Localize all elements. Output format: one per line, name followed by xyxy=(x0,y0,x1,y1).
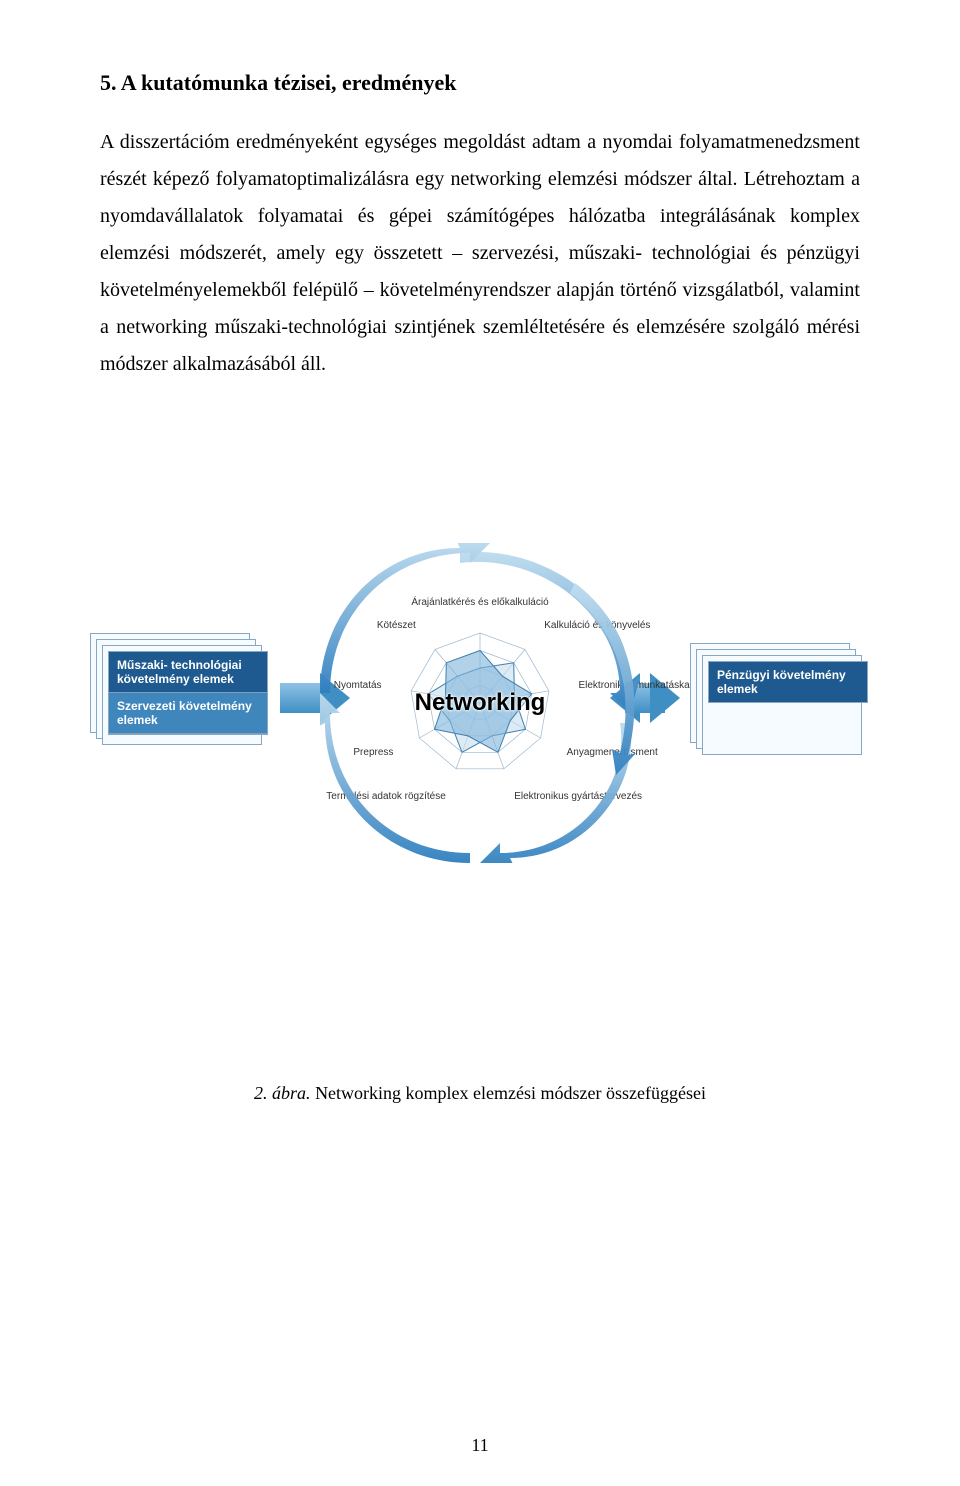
left-card: Műszaki- technológiai követelmény elemek… xyxy=(108,651,268,735)
right-card: Pénzügyi követelmény elemek xyxy=(708,661,868,703)
figure-caption: 2. ábra. Networking komplex elemzési mód… xyxy=(100,1083,860,1104)
figure-caption-text: Networking komplex elemzési módszer össz… xyxy=(311,1083,706,1103)
page-number: 11 xyxy=(471,1435,488,1456)
figure: Műszaki- technológiai követelmény elemek… xyxy=(100,523,860,883)
swirl-arrows-icon xyxy=(320,543,640,863)
figure-number: 2. ábra. xyxy=(254,1083,311,1103)
left-card-row2: Szervezeti követelmény elemek xyxy=(109,693,267,734)
body-paragraph: A disszertációm eredményeként egységes m… xyxy=(100,124,860,383)
right-card-row1: Pénzügyi követelmény elemek xyxy=(709,662,867,702)
section-heading: 5. A kutatómunka tézisei, eredmények xyxy=(100,70,860,96)
right-card-stack: Pénzügyi követelmény elemek xyxy=(690,643,870,763)
left-card-stack: Műszaki- technológiai követelmény elemek… xyxy=(90,633,270,753)
left-card-row1: Műszaki- technológiai követelmény elemek xyxy=(109,652,267,693)
